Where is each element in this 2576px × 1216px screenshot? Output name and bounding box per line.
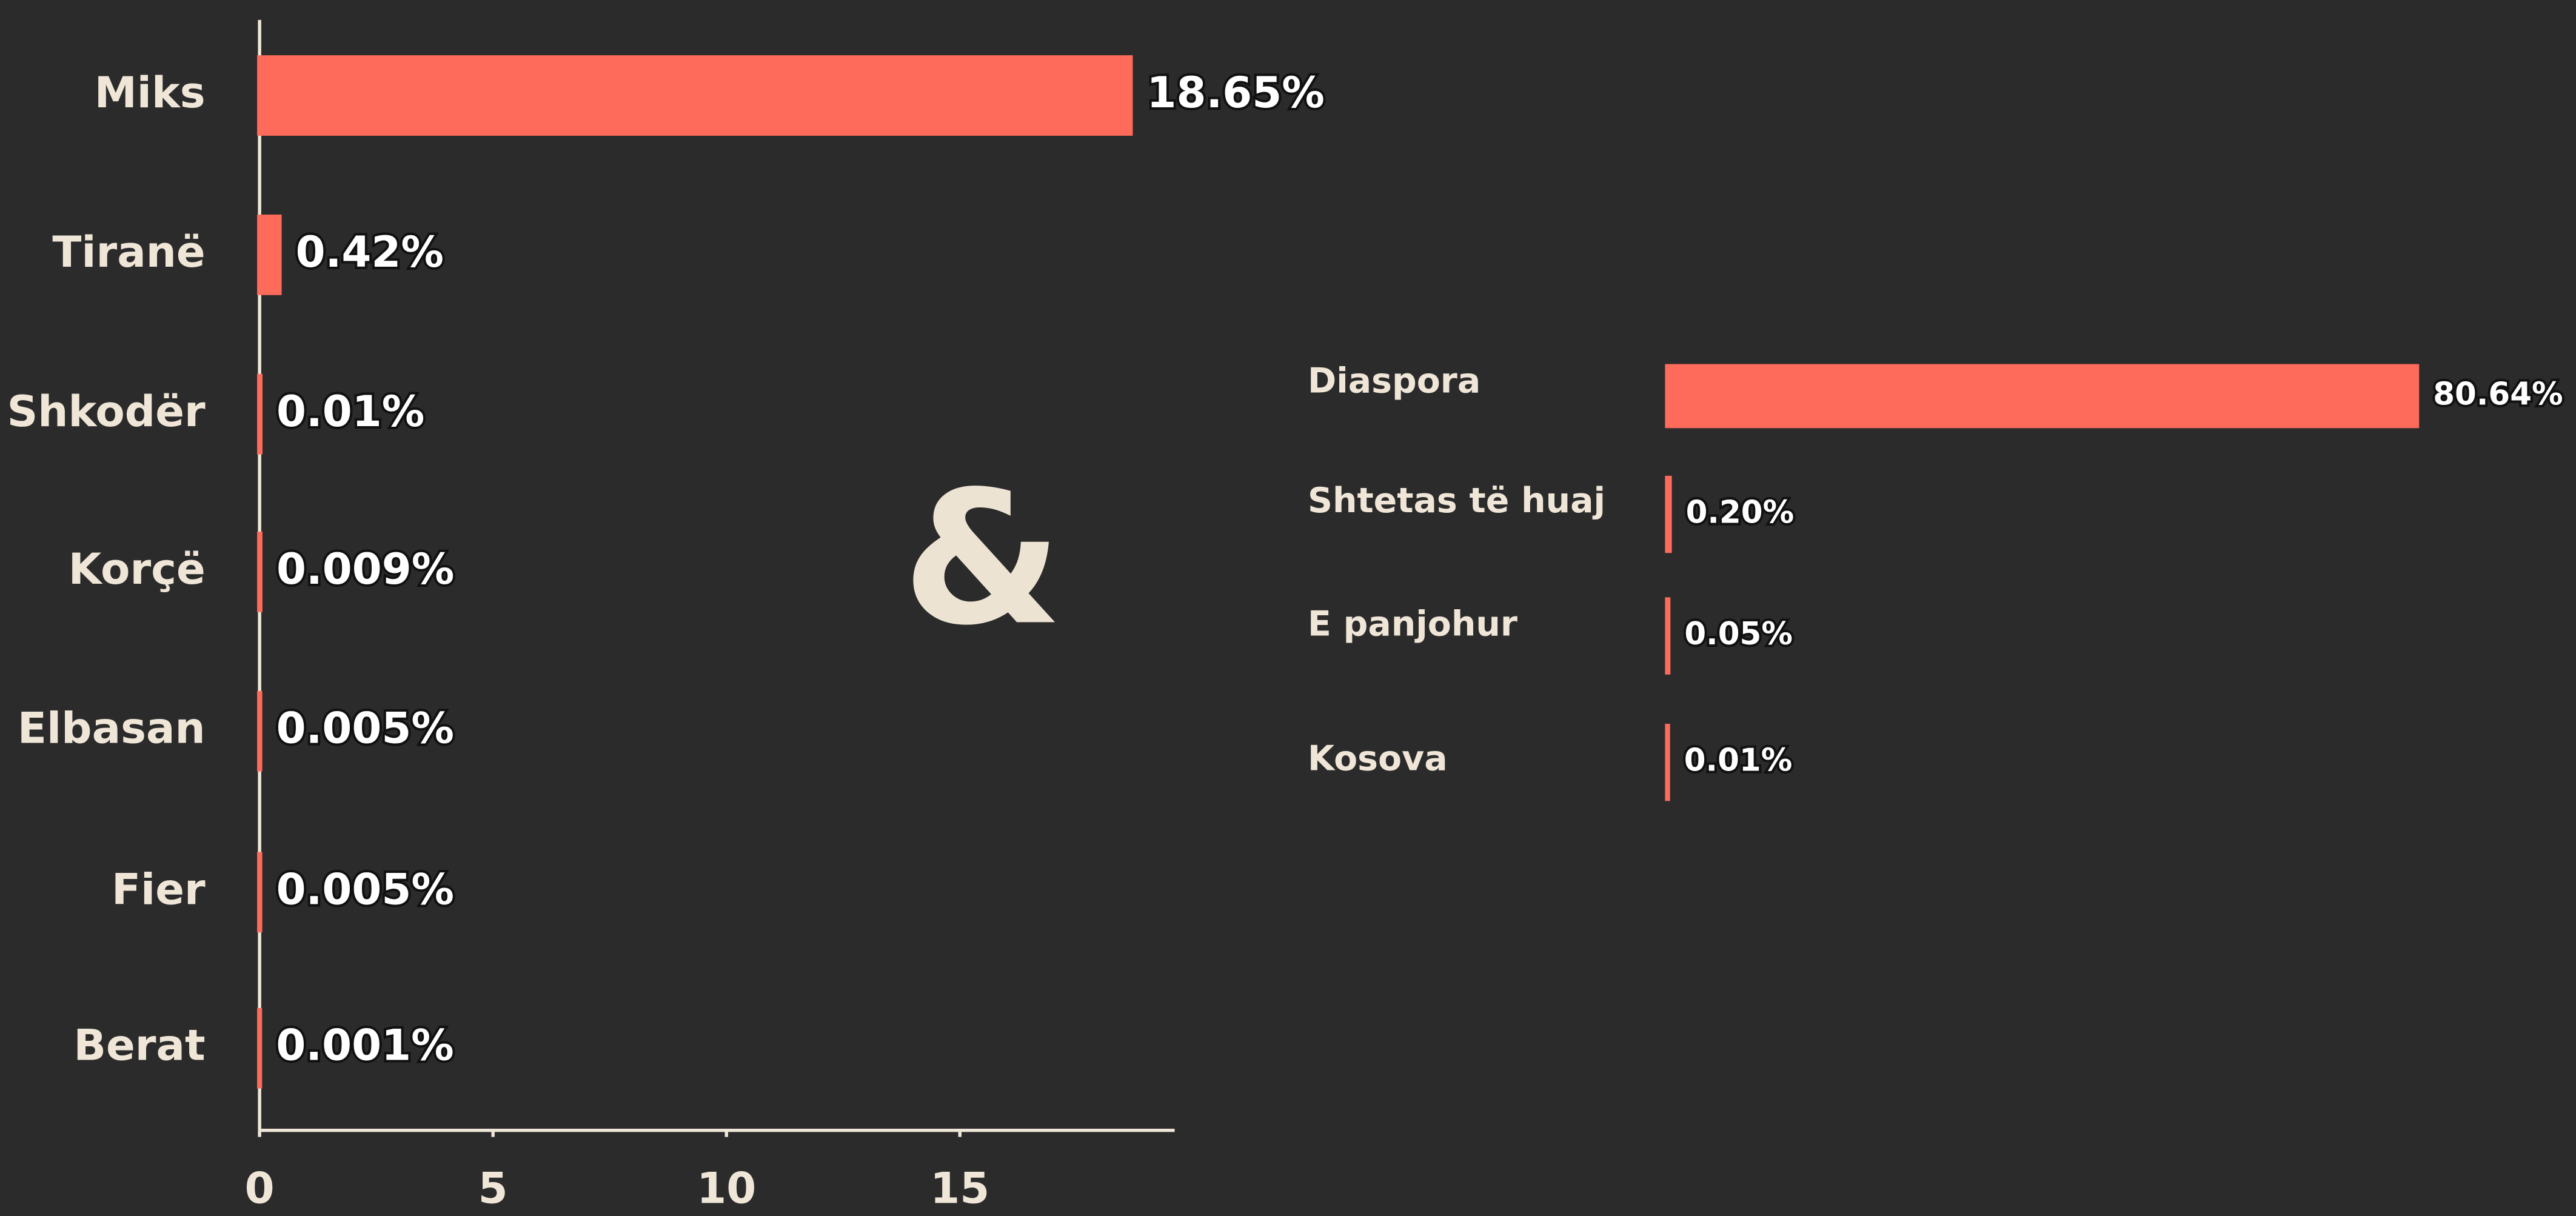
x-tick-label: 0 [245,1164,275,1214]
category-label: Tiranë [52,227,205,277]
x-tick-label: 5 [478,1164,508,1214]
value-label: 0.005% [276,864,454,914]
bar [257,214,282,295]
category-label: Kosova [1308,739,1448,779]
bar [1665,597,1671,675]
category-label: Diaspora [1308,361,1480,401]
x-tick-label: 10 [697,1164,756,1214]
value-label: 0.42% [296,227,444,277]
category-label: Shtetas të huaj [1308,481,1605,521]
bar [257,373,263,455]
value-label: 18.65% [1146,68,1324,118]
value-label: 0.005% [276,704,454,753]
x-tick-label: 15 [930,1164,989,1214]
bar [1665,364,2420,429]
value-label: 80.64% [2433,376,2563,412]
value-label: 0.05% [1684,616,1793,652]
value-label: 0.20% [1686,495,1795,531]
category-label: Shkodër [7,387,206,436]
category-label: Miks [95,68,206,118]
bar [257,531,263,612]
ampersand: & [902,451,1063,666]
category-label: Fier [112,864,206,914]
category-label: Korçë [69,544,206,594]
value-label: 0.01% [1684,743,1793,779]
value-label: 0.01% [276,387,424,436]
category-label: Elbasan [18,704,206,753]
value-label: 0.001% [276,1021,453,1071]
bar [1665,475,1672,553]
category-label: E panjohur [1308,604,1517,644]
value-label: 0.009% [276,544,454,594]
bar [257,55,1133,136]
category-label: Berat [73,1021,205,1071]
